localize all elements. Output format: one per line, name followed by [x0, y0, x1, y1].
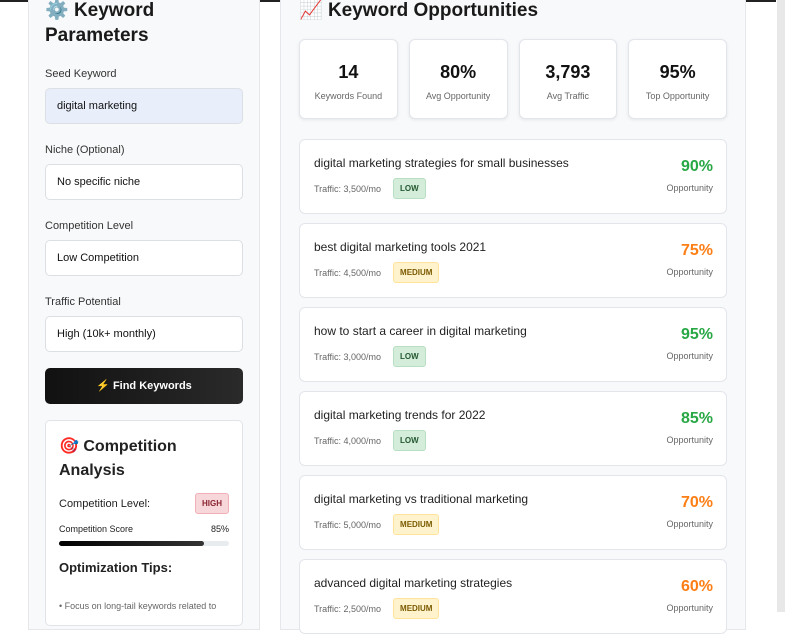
keyword-card[interactable]: advanced digital marketing strategies Tr…: [299, 559, 727, 634]
keyword-traffic: Traffic: 2,500/mo: [314, 603, 382, 614]
keyword-traffic: Traffic: 5,000/mo: [314, 519, 382, 530]
stat-label: Top Opportunity: [645, 91, 710, 101]
stat-avg-opportunity: 80% Avg Opportunity: [408, 39, 508, 119]
target-icon: 🎯: [59, 438, 79, 455]
opportunity-label: Opportunity: [666, 351, 713, 361]
keyword-text: best digital marketing tools 2021: [314, 240, 487, 254]
keyword-text: digital marketing trends for 2022: [314, 408, 486, 422]
stat-top-opportunity: 95% Top Opportunity: [628, 39, 727, 119]
competition-badge: LOW: [393, 178, 426, 199]
traffic-potential-label: Traffic Potential: [45, 296, 121, 308]
opportunity-label: Opportunity: [666, 267, 713, 277]
chart-increasing-icon: 📈: [299, 0, 323, 21]
keyword-text: how to start a career in digital marketi…: [314, 324, 527, 338]
keyword-card[interactable]: digital marketing vs traditional marketi…: [299, 475, 727, 550]
competition-score-value: 85%: [210, 524, 229, 534]
find-keywords-button[interactable]: ⚡ Find Keywords: [45, 368, 243, 404]
stat-value: 14: [338, 62, 359, 82]
keyword-card[interactable]: best digital marketing tools 2021 Traffi…: [299, 223, 727, 298]
keyword-text: digital marketing vs traditional marketi…: [314, 492, 529, 506]
panel-title: ⚙️ Keyword Parameters: [45, 0, 243, 48]
keyword-parameters-panel: ⚙️ Keyword Parameters Seed Keyword digit…: [28, 0, 260, 630]
opportunity-score: 70%: [680, 494, 713, 511]
competition-score-fill: [59, 541, 204, 546]
keyword-text: digital marketing strategies for small b…: [314, 156, 569, 170]
opportunity-score: 75%: [680, 242, 713, 259]
scrollbar[interactable]: [777, 0, 785, 612]
keyword-card[interactable]: how to start a career in digital marketi…: [299, 307, 727, 382]
opportunities-title-text: Keyword Opportunities: [327, 0, 539, 21]
opportunity-label: Opportunity: [666, 603, 713, 613]
stat-label: Keywords Found: [314, 91, 383, 101]
stat-value: 95%: [659, 62, 696, 82]
competition-analysis-card: 🎯 Competition Analysis Competition Level…: [45, 420, 243, 626]
keyword-traffic: Traffic: 4,000/mo: [314, 435, 382, 446]
stat-keywords-found: 14 Keywords Found: [299, 39, 398, 119]
opportunity-label: Opportunity: [666, 435, 713, 445]
competition-badge: MEDIUM: [393, 598, 440, 619]
keyword-traffic: Traffic: 4,500/mo: [314, 267, 382, 278]
opportunity-label: Opportunity: [666, 183, 713, 193]
tip-item: • Focus on long-tail keywords related to: [59, 601, 217, 611]
keyword-traffic: Traffic: 3,500/mo: [314, 183, 382, 194]
competition-analysis-title: 🎯 Competition Analysis: [59, 435, 229, 483]
stat-avg-traffic: 3,793 Avg Traffic: [518, 39, 618, 119]
competition-badge: MEDIUM: [393, 514, 440, 535]
keyword-traffic: Traffic: 3,000/mo: [314, 351, 382, 362]
competition-badge: LOW: [393, 430, 426, 451]
stat-value: 80%: [440, 62, 477, 82]
opportunity-score: 60%: [680, 578, 713, 595]
competition-level-label: Competition Level: [45, 220, 134, 232]
stat-label: Avg Opportunity: [425, 91, 491, 101]
seed-keyword-input[interactable]: digital marketing: [45, 88, 243, 124]
competition-badge: LOW: [393, 346, 426, 367]
stat-label: Avg Traffic: [546, 91, 589, 101]
panel-title-text: Keyword Parameters: [45, 0, 155, 46]
keyword-list: digital marketing strategies for small b…: [299, 139, 727, 634]
competition-level-text: Competition Level:: [59, 497, 151, 510]
opportunity-score: 95%: [680, 326, 713, 343]
seed-keyword-label: Seed Keyword: [45, 68, 117, 80]
competition-score-label: Competition Score: [59, 524, 134, 534]
opportunity-score: 90%: [680, 158, 713, 175]
keyword-opportunities-panel: 📈 Keyword Opportunities 14 Keywords Found…: [280, 0, 746, 634]
optimization-tips-title: Optimization Tips:: [59, 560, 173, 575]
keyword-text: advanced digital marketing strategies: [314, 576, 513, 590]
opportunities-title: 📈 Keyword Opportunities: [299, 0, 727, 23]
niche-label: Niche (Optional): [45, 144, 125, 156]
keyword-card[interactable]: digital marketing trends for 2022 Traffi…: [299, 391, 727, 466]
opportunity-label: Opportunity: [666, 519, 713, 529]
traffic-potential-select[interactable]: High (10k+ monthly): [45, 316, 243, 352]
opportunity-score: 85%: [680, 410, 713, 427]
stats-row: 14 Keywords Found 80% Avg Opportunity 3,79…: [299, 39, 727, 119]
niche-select[interactable]: No specific niche: [45, 164, 243, 200]
competition-badge: MEDIUM: [393, 262, 440, 283]
gear-icon: ⚙️: [45, 0, 69, 21]
competition-score-bar: [59, 541, 229, 546]
keyword-card[interactable]: digital marketing strategies for small b…: [299, 139, 727, 214]
competition-level-select[interactable]: Low Competition: [45, 240, 243, 276]
competition-title-text: Competition Analysis: [59, 438, 177, 479]
stat-value: 3,793: [545, 62, 591, 82]
competition-badge: HIGH: [195, 493, 229, 514]
